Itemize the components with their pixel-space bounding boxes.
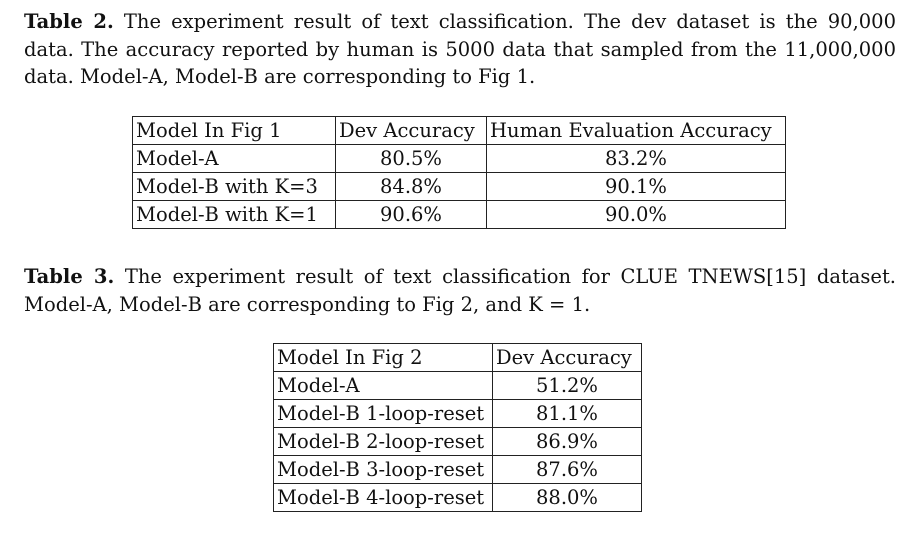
table-2-caption-text: The experiment result of text classifica… xyxy=(24,10,896,88)
table-row: Model-B with K=1 90.6% 90.0% xyxy=(132,200,786,229)
table-2: Model In Fig 1 Dev Accuracy Human Evalua… xyxy=(132,116,786,229)
table-cell: 81.1% xyxy=(492,399,642,428)
table-cell: 80.5% xyxy=(335,144,487,173)
table-cell: Model-B 4-loop-reset xyxy=(273,483,493,512)
table-2-label: Table 2. xyxy=(24,10,114,33)
table-row: Model-B 3-loop-reset 87.6% xyxy=(273,455,642,484)
table-cell: 90.6% xyxy=(335,200,487,229)
table-cell: Model-B with K=1 xyxy=(132,200,336,229)
table-cell: 51.2% xyxy=(492,371,642,400)
table-row: Model-B 1-loop-reset 81.1% xyxy=(273,399,642,428)
table-3-caption: Table 3. The experiment result of text c… xyxy=(24,263,896,318)
column-header: Human Evaluation Accuracy xyxy=(486,116,786,145)
table-row: Model-B 4-loop-reset 88.0% xyxy=(273,483,642,512)
table-cell: 87.6% xyxy=(492,455,642,484)
table-header-row: Model In Fig 1 Dev Accuracy Human Evalua… xyxy=(132,116,786,145)
table-2-caption: Table 2. The experiment result of text c… xyxy=(24,8,896,91)
table-cell: 83.2% xyxy=(486,144,786,173)
table-cell: Model-B 3-loop-reset xyxy=(273,455,493,484)
table-cell: 86.9% xyxy=(492,427,642,456)
table-cell: Model-A xyxy=(273,371,493,400)
table-row: Model-B with K=3 84.8% 90.1% xyxy=(132,172,786,201)
column-header: Model In Fig 2 xyxy=(273,343,493,372)
table-cell: Model-A xyxy=(132,144,336,173)
table-3-caption-text: The experiment result of text classifica… xyxy=(24,265,897,316)
table-cell: 84.8% xyxy=(335,172,487,201)
table-row: Model-A 80.5% 83.2% xyxy=(132,144,786,173)
table-cell: Model-B with K=3 xyxy=(132,172,336,201)
table-cell: 90.1% xyxy=(486,172,786,201)
table-row: Model-A 51.2% xyxy=(273,371,642,400)
table-3: Model In Fig 2 Dev Accuracy Model-A 51.2… xyxy=(273,343,642,512)
table-3-label: Table 3. xyxy=(24,265,115,288)
table-cell: 88.0% xyxy=(492,483,642,512)
table-row: Model-B 2-loop-reset 86.9% xyxy=(273,427,642,456)
table-cell: 90.0% xyxy=(486,200,786,229)
column-header: Dev Accuracy xyxy=(335,116,487,145)
column-header: Model In Fig 1 xyxy=(132,116,336,145)
table-header-row: Model In Fig 2 Dev Accuracy xyxy=(273,343,642,372)
table-cell: Model-B 2-loop-reset xyxy=(273,427,493,456)
column-header: Dev Accuracy xyxy=(492,343,642,372)
table-cell: Model-B 1-loop-reset xyxy=(273,399,493,428)
